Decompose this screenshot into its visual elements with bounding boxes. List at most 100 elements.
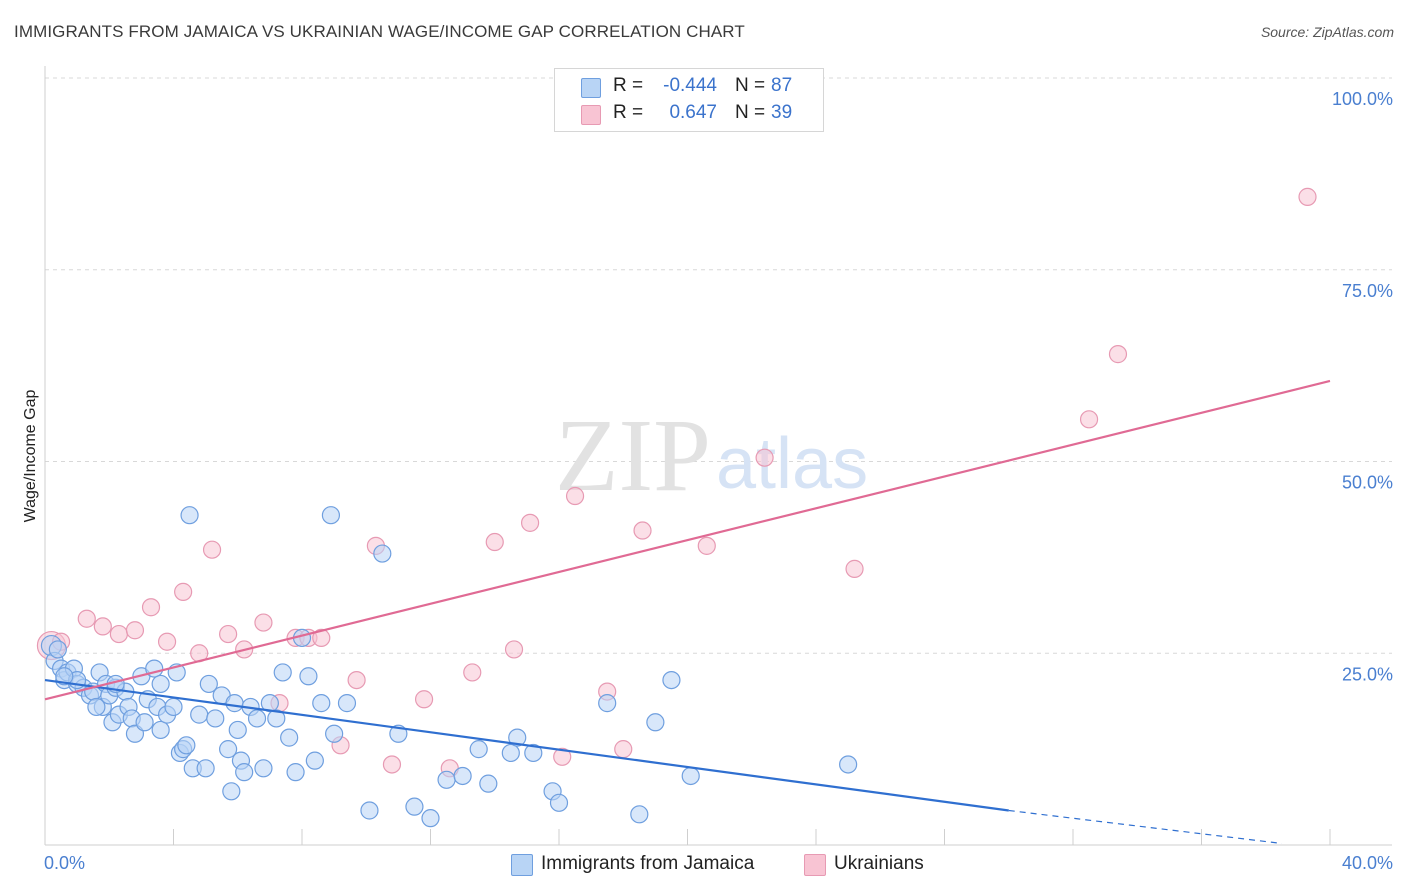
jamaica-trend-line <box>44 679 1009 812</box>
ukrainians-point <box>414 690 434 709</box>
jamaica-point <box>228 720 247 740</box>
ukrainians-point <box>77 609 96 628</box>
axes <box>44 66 1392 846</box>
jamaica-point <box>312 694 331 713</box>
jamaica-point <box>164 697 183 717</box>
tick-labels: 25.0% 50.0% 75.0% 100.0% 0.0% 40.0% <box>44 89 1393 873</box>
jamaica-point <box>630 805 649 824</box>
jamaica-point <box>839 755 858 774</box>
ukrainians-point <box>697 536 716 555</box>
chart-title: IMMIGRANTS FROM JAMAICA VS UKRAINIAN WAG… <box>14 22 745 41</box>
jamaica-point <box>247 709 267 728</box>
jamaica-point <box>325 724 344 743</box>
jamaica-point <box>196 759 215 778</box>
ukrainians-point <box>845 559 864 578</box>
jamaica-point <box>373 544 392 563</box>
ukrainians-point <box>382 755 402 774</box>
jamaica-point <box>337 694 357 713</box>
ukrainians-point <box>520 513 540 532</box>
series-label: Immigrants from Jamaica <box>541 853 755 874</box>
legend-row-jamaica: R = -0.444 N = 87 <box>555 73 823 101</box>
jamaica-point <box>222 782 241 801</box>
jamaica-point <box>421 809 440 828</box>
jamaica-point <box>479 774 498 793</box>
legend-swatch-pink <box>581 105 601 125</box>
y-tick-label: 50.0% <box>1342 473 1393 493</box>
jamaica-point <box>87 697 106 717</box>
jamaica-point <box>299 667 318 686</box>
legend-swatch-blue <box>581 78 601 98</box>
x-tick-label: 40.0% <box>1342 853 1393 873</box>
legend-n-value: 39 <box>771 102 793 123</box>
x-tick-label: 0.0% <box>44 853 85 873</box>
jamaica-point <box>225 694 244 713</box>
jamaica-point <box>598 694 617 713</box>
jamaica-point <box>206 709 225 728</box>
ukrainians-point <box>553 747 572 766</box>
jamaica-point <box>662 670 681 690</box>
ukrainians-point <box>93 617 112 636</box>
jamaica-point <box>48 640 67 659</box>
jamaica-point <box>501 743 520 763</box>
jamaica-point <box>646 713 665 732</box>
ukrainians-point <box>504 640 524 659</box>
legend-r-label: R = <box>613 75 644 96</box>
ukrainians-point <box>347 670 366 690</box>
ukrainians-point <box>312 628 331 648</box>
source-credit: Source: ZipAtlas.com <box>1260 24 1394 40</box>
jamaica-point <box>681 766 700 786</box>
y-tick-label: 75.0% <box>1342 281 1393 301</box>
ukrainians-point <box>1108 345 1128 364</box>
jamaica-point <box>135 713 154 732</box>
legend-r-label: R = <box>613 102 644 123</box>
ukrainians-point <box>219 624 238 644</box>
ukrainians-trend-line <box>44 379 1331 701</box>
legend-row-ukrainians: R = 0.647 N = 39 <box>555 100 823 128</box>
watermark: ZIP atlas <box>555 398 868 513</box>
ukrainians-point <box>463 663 482 682</box>
jamaica-point <box>524 743 543 763</box>
series-swatch-pink <box>804 854 826 876</box>
ukrainians-point <box>1079 410 1099 429</box>
ukrainians-point <box>614 740 633 759</box>
ukrainians-point <box>485 532 504 552</box>
ukrainians-point <box>109 624 128 644</box>
legend-r-value: -0.444 <box>663 75 717 96</box>
watermark-atlas: atlas <box>716 424 868 504</box>
jamaica-point <box>254 759 273 778</box>
correlation-legend: R = -0.444 N = 87 R = 0.647 N = 39 <box>554 68 824 132</box>
series-legend: Immigrants from Jamaica Ukrainians <box>0 852 1406 880</box>
jamaica-point <box>549 793 569 812</box>
y-tick-label: 100.0% <box>1332 89 1393 109</box>
y-axis-label: Wage/Income Gap <box>22 390 39 523</box>
ukrainians-point <box>141 598 161 617</box>
jamaica-point <box>453 766 472 786</box>
jamaica-point <box>235 763 254 782</box>
ukrainians-point <box>1298 187 1317 206</box>
legend-n-label: N = <box>735 75 766 96</box>
jamaica-point <box>321 506 341 525</box>
ukrainians-point <box>254 613 273 632</box>
jamaica-point <box>273 663 292 682</box>
ukrainians-point <box>125 621 145 640</box>
jamaica-point <box>305 751 324 770</box>
ukrainians-point <box>565 486 585 506</box>
ukrainians-point <box>755 448 774 467</box>
jamaica-point <box>360 801 379 820</box>
jamaica-point <box>55 667 74 686</box>
jamaica-point <box>199 674 218 694</box>
jamaica-point <box>437 770 456 789</box>
jamaica-point <box>286 763 305 782</box>
legend-n-value: 87 <box>771 75 793 96</box>
legend-r-value: 0.647 <box>669 102 717 123</box>
series-label: Ukrainians <box>834 853 924 874</box>
ukrainians-point <box>157 632 177 651</box>
jamaica-points <box>40 506 858 828</box>
jamaica-point <box>219 740 238 759</box>
jamaica-point <box>177 736 196 755</box>
legend-n-label: N = <box>735 102 766 123</box>
ukrainians-point <box>633 521 652 540</box>
jamaica-trend-extension <box>1008 809 1282 845</box>
trend-lines <box>44 379 1331 845</box>
